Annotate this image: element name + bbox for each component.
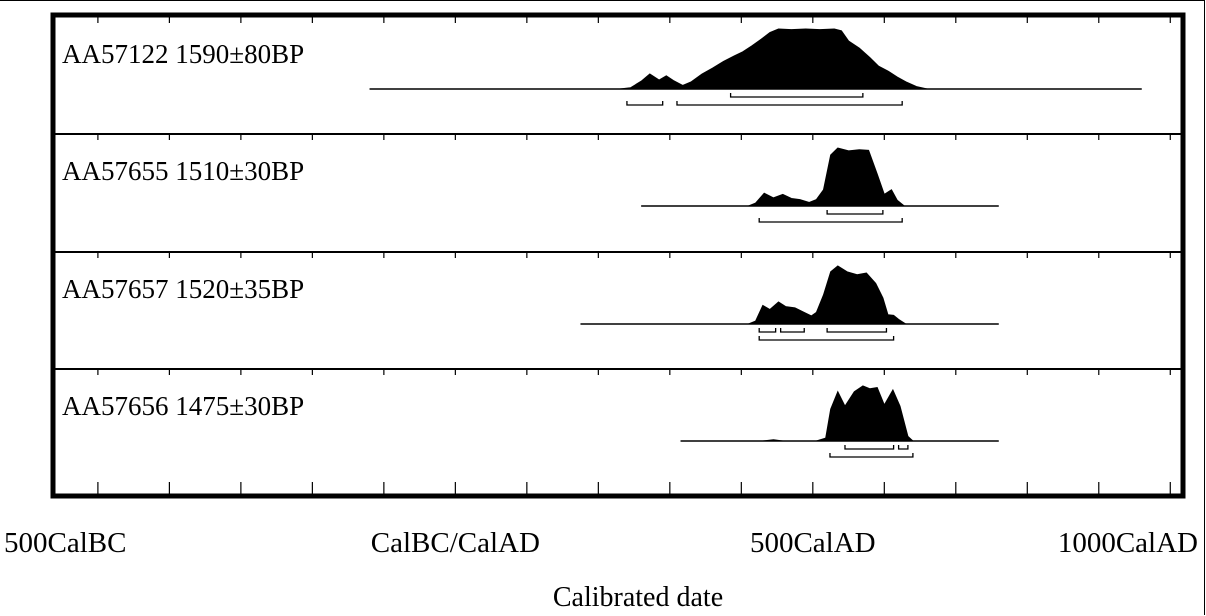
panels: AA57122 1590±80BP AA57655 1510±30BP AA5765…: [55, 17, 1181, 458]
series-panel-AA57122: AA57122 1590±80BP: [62, 17, 1171, 106]
probability-distribution: [580, 265, 999, 325]
series-panel-AA57657: AA57657 1520±35BP: [62, 252, 1171, 341]
range-bracket-68: [729, 93, 864, 98]
x-axis: 500CalBC CalBC/CalAD 500CalAD 1000CalAD: [4, 482, 1198, 559]
x-tick-label: 500CalBC: [4, 527, 126, 559]
range-bracket-95: [676, 101, 903, 106]
x-axis-label: Calibrated date: [553, 582, 723, 613]
x-tick-label: CalBC/CalAD: [371, 527, 540, 559]
range-bracket-68: [779, 328, 805, 333]
x-tick-label: 500CalAD: [750, 527, 876, 559]
plot-area-border: [50, 12, 1186, 499]
range-bracket-68: [826, 328, 888, 333]
series-panel-AA57655: AA57655 1510±30BP: [62, 134, 1171, 223]
range-bracket-95: [758, 218, 903, 223]
probability-distribution: [680, 385, 999, 442]
series-panel-AA57656: AA57656 1475±30BP: [62, 369, 1171, 458]
range-bracket-68: [758, 328, 777, 333]
probability-distribution: [641, 147, 999, 207]
range-bracket-68: [844, 445, 895, 450]
range-bracket-95: [758, 336, 895, 341]
probability-distribution: [369, 28, 1142, 90]
series-label: AA57655 1510±30BP: [62, 156, 304, 186]
range-bracket-68: [897, 445, 909, 450]
series-label: AA57122 1590±80BP: [62, 39, 304, 69]
x-tick-label: 1000CalAD: [1058, 527, 1198, 559]
series-label: AA57657 1520±35BP: [62, 274, 304, 304]
range-bracket-95: [626, 101, 664, 106]
series-label: AA57656 1475±30BP: [62, 391, 304, 421]
range-bracket-95: [829, 453, 914, 458]
range-bracket-68: [826, 210, 884, 215]
